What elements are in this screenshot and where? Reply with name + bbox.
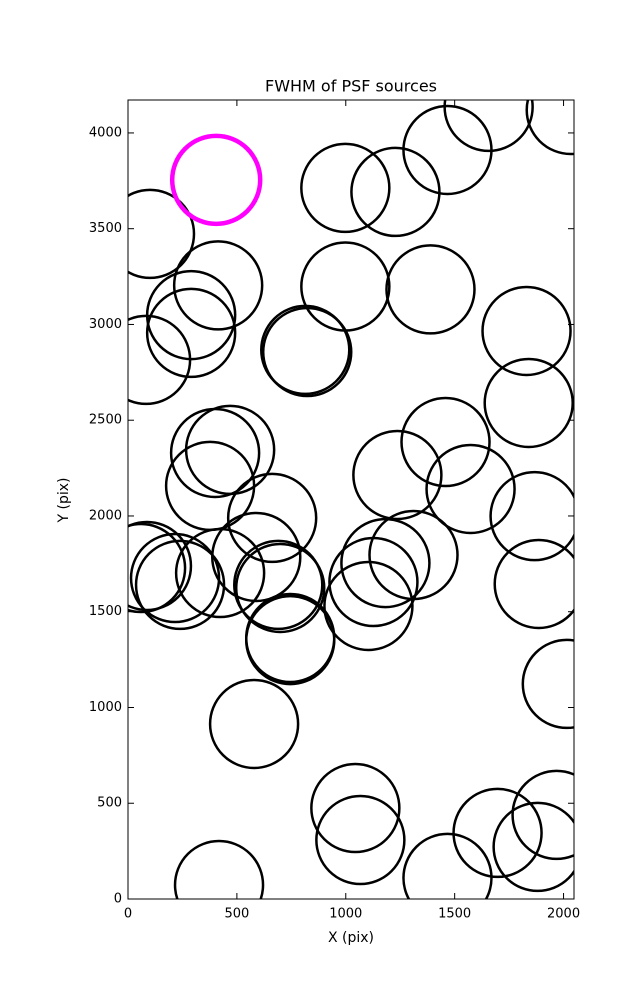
y-tick-label: 2500: [89, 413, 122, 428]
point: [402, 832, 493, 899]
point: [323, 560, 414, 652]
point: [128, 188, 196, 280]
point: [350, 146, 441, 238]
x-tick-label: 0: [124, 907, 132, 922]
point: [300, 241, 391, 332]
point: [233, 539, 324, 631]
point: [328, 536, 419, 628]
point: [481, 285, 572, 377]
y-tick-label: 1000: [89, 700, 122, 715]
point: [134, 539, 226, 631]
point: [443, 100, 534, 153]
point: [173, 839, 265, 899]
y-tick-label: 3000: [89, 317, 122, 332]
point: [244, 592, 336, 684]
y-tick-label: 3500: [89, 221, 122, 236]
point: [128, 314, 192, 406]
point: [129, 532, 221, 624]
point: [340, 517, 431, 609]
point: [352, 429, 443, 521]
point: [400, 396, 491, 488]
x-tick-label: 1000: [329, 907, 362, 922]
y-tick-label: 500: [97, 796, 122, 811]
axes-frame: [127, 99, 575, 900]
point: [128, 520, 193, 612]
point: [315, 794, 406, 886]
point: [145, 287, 237, 379]
x-tick-label: 2000: [547, 907, 580, 922]
y-tick-label: 0: [114, 892, 122, 907]
point: [169, 407, 261, 499]
point: [172, 240, 264, 331]
y-tick-label: 1500: [89, 604, 122, 619]
x-tick-label: 1500: [438, 907, 471, 922]
point: [385, 244, 476, 335]
point: [483, 357, 574, 449]
point: [493, 538, 574, 630]
point: [525, 100, 574, 156]
point: [128, 522, 187, 614]
point: [300, 142, 391, 234]
point: [425, 443, 516, 535]
point: [521, 638, 574, 730]
plot-area: [128, 100, 574, 899]
y-tick-label: 2000: [89, 508, 122, 523]
point: [169, 133, 263, 227]
x-axis-label: X (pix): [328, 930, 374, 946]
x-tick-label: 500: [224, 907, 249, 922]
y-tick-label: 4000: [89, 125, 122, 140]
point: [511, 769, 574, 861]
point: [234, 542, 326, 634]
point: [310, 762, 401, 854]
point: [211, 511, 302, 603]
point: [452, 787, 543, 879]
point: [489, 470, 574, 562]
point: [492, 801, 574, 893]
y-axis-label: Y (pix): [56, 478, 72, 524]
point: [174, 527, 266, 619]
chart-title: FWHM of PSF sources: [265, 77, 437, 96]
point: [208, 678, 300, 770]
point: [226, 472, 318, 564]
